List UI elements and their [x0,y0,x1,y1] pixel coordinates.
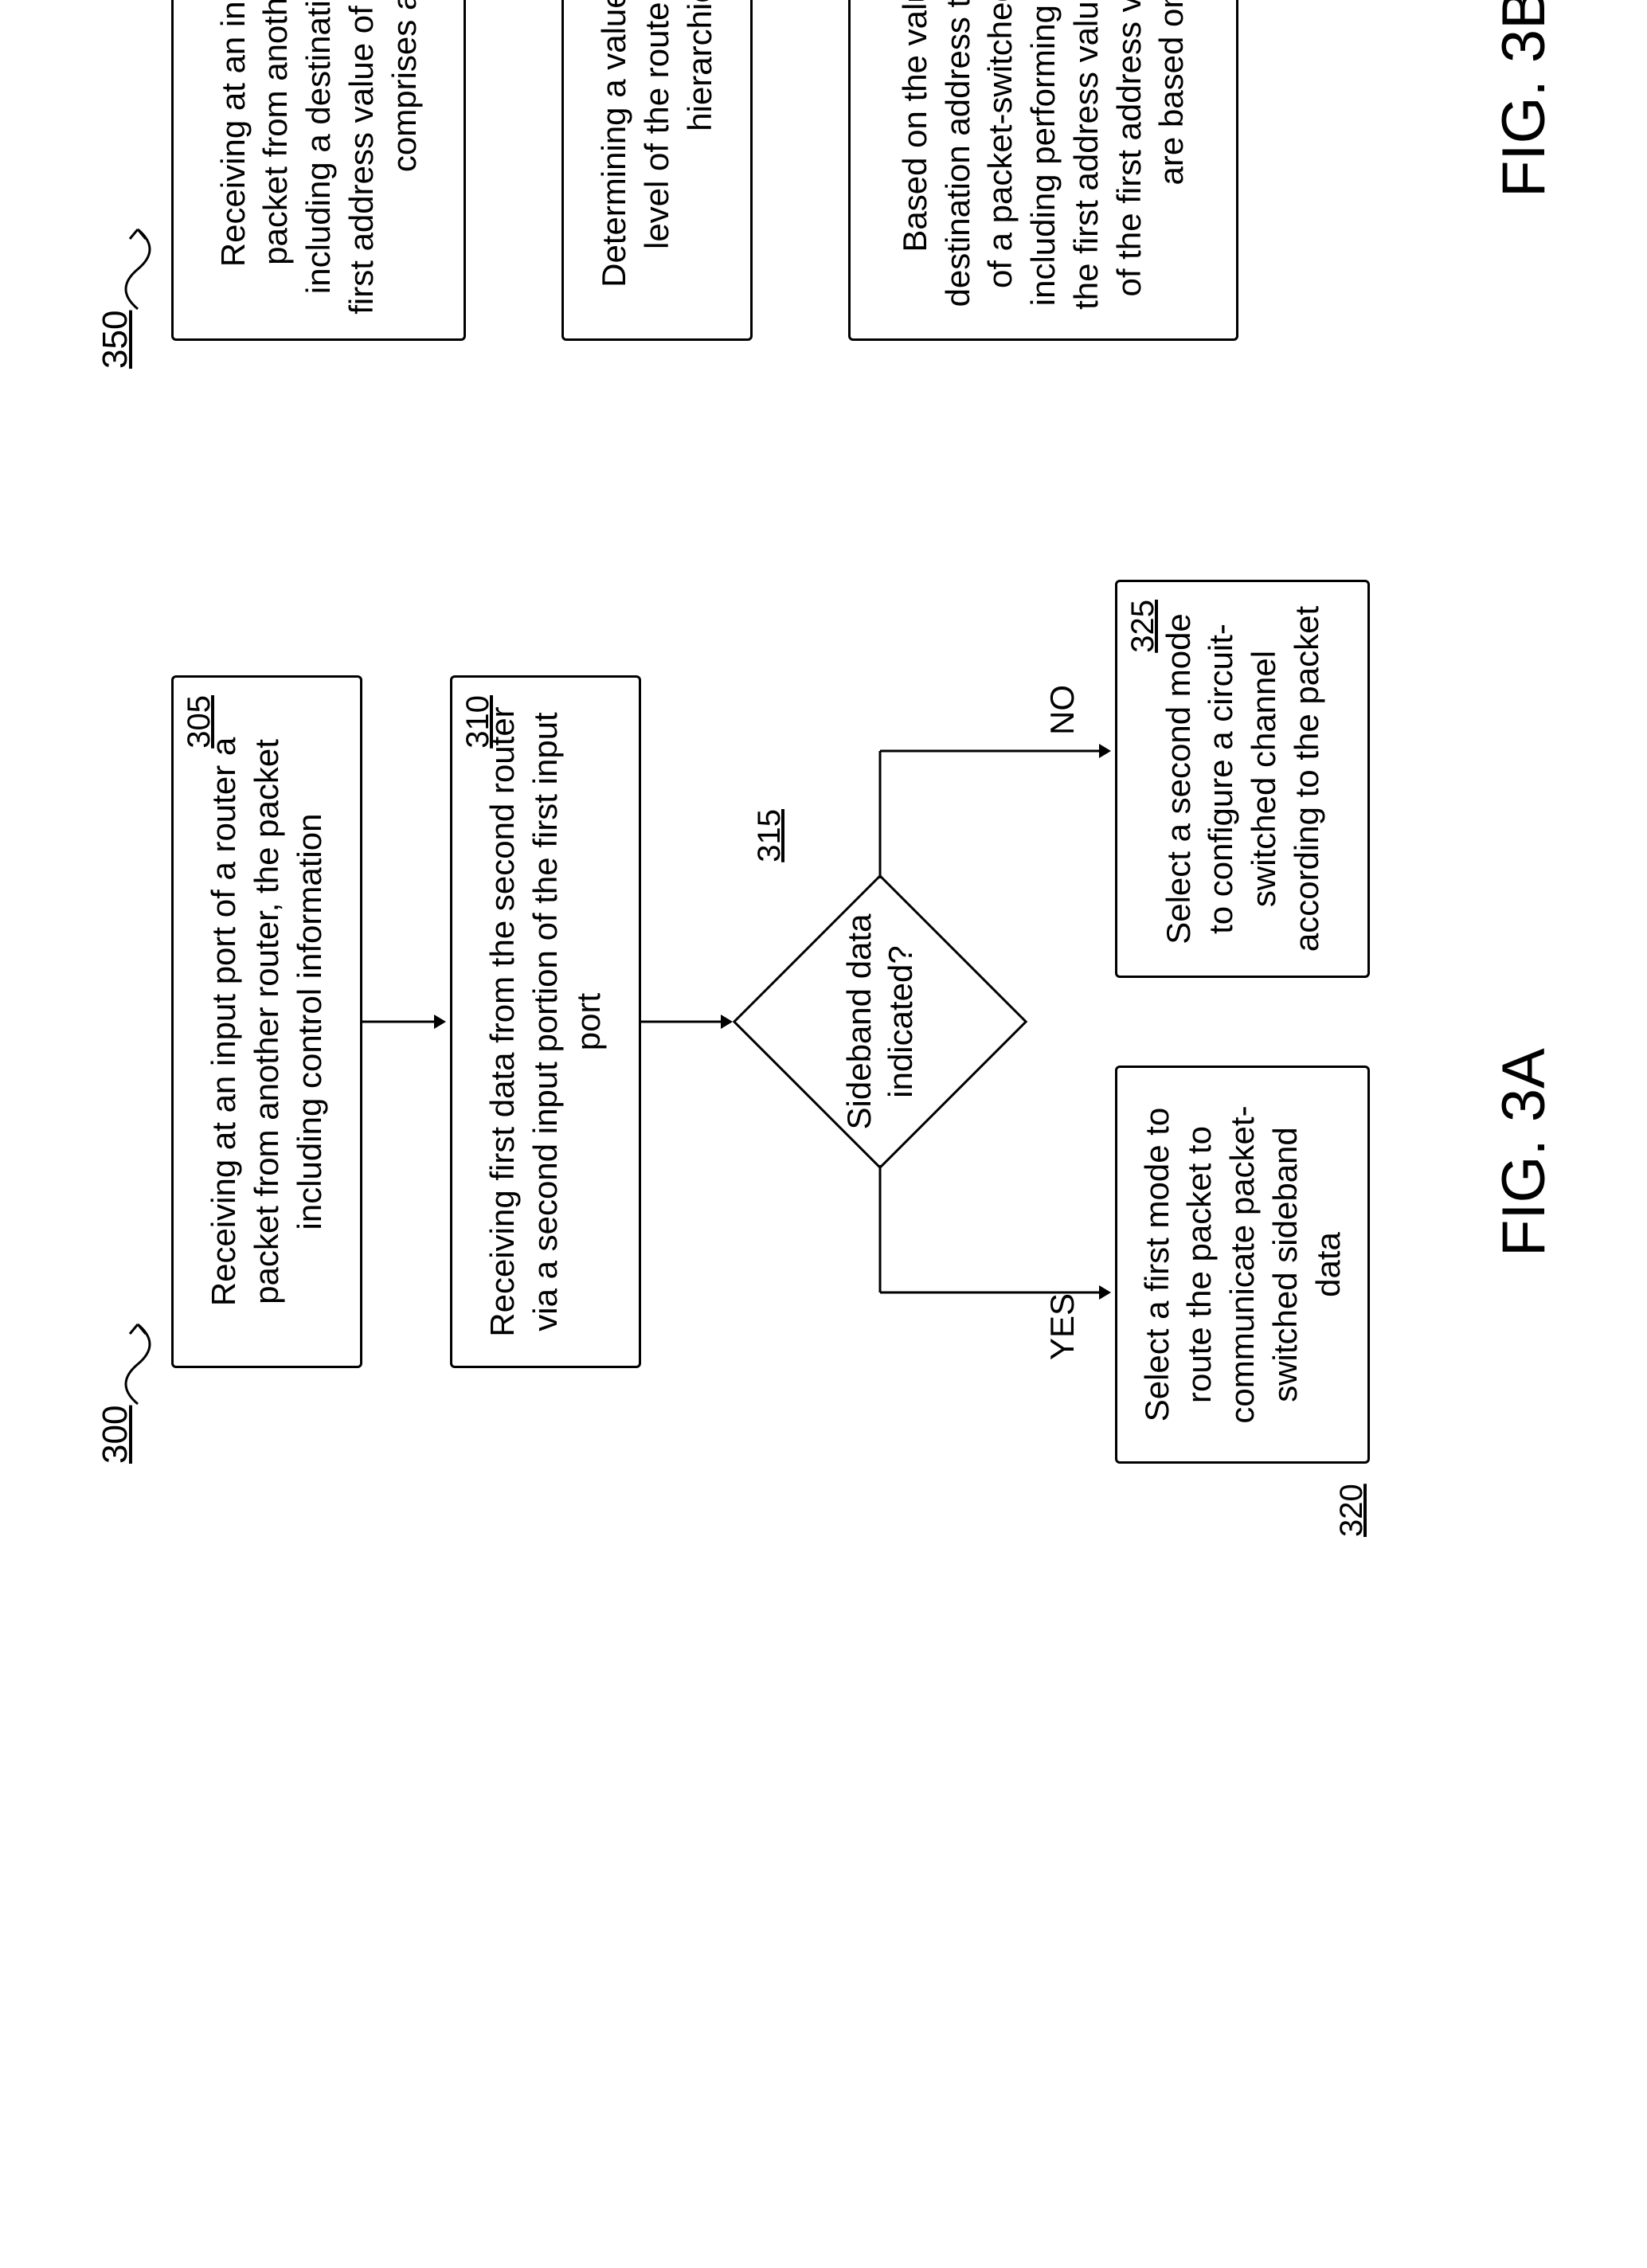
process-box-320: Select a first mode to route the packet … [1115,1066,1370,1464]
box-ref: 325 [1125,600,1161,653]
branch-label-no: NO [1043,685,1082,735]
box-text: Select a second mode to configure a circ… [1157,604,1328,953]
box-text: Select a first mode to route the packet … [1136,1090,1350,1439]
process-box-325: 325 Select a second mode to configure a … [1115,580,1370,978]
box-text: Receiving first data from the second rou… [481,700,609,1343]
box-text: Receiving at an input port of a router a… [202,700,331,1343]
box-ref-320: 320 [1334,1484,1370,1537]
flowchart-ref-350: 350 [96,311,135,369]
process-box-305: 305 Receiving at an input port of a rout… [171,675,362,1368]
decision-diamond-315: Sideband data indicated? 315 [733,874,1027,1169]
figure-label-3a: FIG. 3A [1489,1048,1559,1257]
flowchart-ref-300: 300 [96,1406,135,1464]
box-ref: 310 [460,695,496,749]
box-text: Determining a value k corresponding to a… [593,0,721,316]
diamond-text: Sideband data indicated? [839,910,922,1133]
figure-label-3b: FIG. 3B [1489,0,1559,197]
process-box-365: 365 Based on the value k, evaluating the… [848,0,1238,341]
arrow-down-icon [362,1010,450,1034]
box-ref: 315 [752,809,788,862]
process-box-355: 355 Receiving at an input port of a rout… [171,0,466,341]
process-box-360: 360 Determining a value k corresponding … [561,0,753,341]
box-text: Receiving at an input port of a router a… [212,0,426,316]
process-box-310: 310 Receiving first data from the second… [450,675,641,1368]
box-ref: 305 [182,695,217,749]
box-text: Based on the value k, evaluating the des… [894,0,1193,316]
branch-label-yes: YES [1043,1293,1082,1360]
arrow-down-icon [641,1010,737,1034]
